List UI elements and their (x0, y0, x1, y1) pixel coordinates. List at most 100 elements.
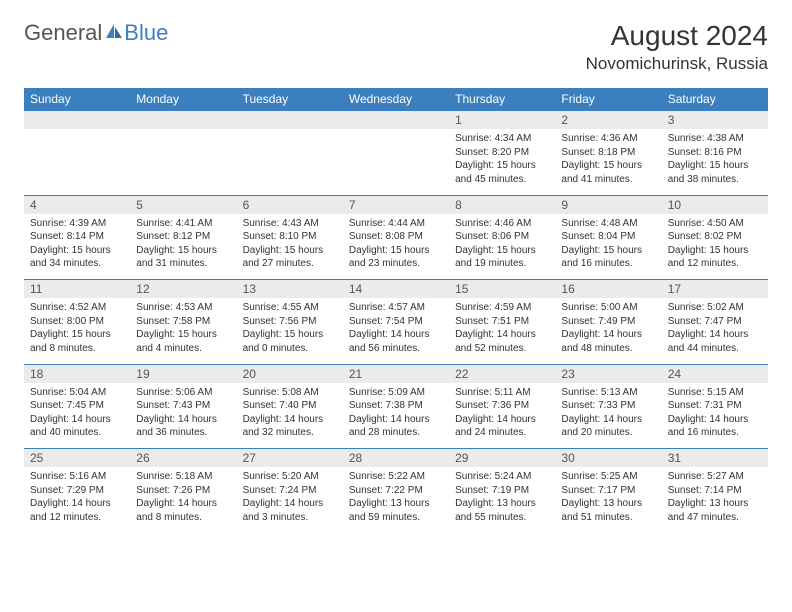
dow-sunday: Sunday (24, 88, 130, 111)
sunrise-text: Sunrise: 4:41 AM (136, 217, 230, 231)
sunrise-text: Sunrise: 5:02 AM (668, 301, 762, 315)
sunset-text: Sunset: 8:16 PM (668, 146, 762, 160)
sunset-text: Sunset: 7:17 PM (561, 484, 655, 498)
daylight-text: Daylight: 14 hours (668, 413, 762, 427)
daylight-text: and 20 minutes. (561, 426, 655, 440)
sunset-text: Sunset: 8:00 PM (30, 315, 124, 329)
day-number: 21 (343, 364, 449, 383)
sunrise-text: Sunrise: 4:44 AM (349, 217, 443, 231)
sunrise-text: Sunrise: 5:27 AM (668, 470, 762, 484)
daylight-text: Daylight: 13 hours (455, 497, 549, 511)
daynum-row: 11121314151617 (24, 280, 768, 299)
sunrise-text: Sunrise: 4:57 AM (349, 301, 443, 315)
sunrise-text: Sunrise: 5:22 AM (349, 470, 443, 484)
day-cell: Sunrise: 4:59 AMSunset: 7:51 PMDaylight:… (449, 298, 555, 364)
day-number: 10 (662, 195, 768, 214)
day-number (237, 111, 343, 130)
daylight-text: and 12 minutes. (668, 257, 762, 271)
day-cell: Sunrise: 5:13 AMSunset: 7:33 PMDaylight:… (555, 383, 661, 449)
sunrise-text: Sunrise: 5:09 AM (349, 386, 443, 400)
day-cell: Sunrise: 5:08 AMSunset: 7:40 PMDaylight:… (237, 383, 343, 449)
dow-monday: Monday (130, 88, 236, 111)
day-number: 1 (449, 111, 555, 130)
daylight-text: Daylight: 14 hours (349, 413, 443, 427)
daylight-text: and 24 minutes. (455, 426, 549, 440)
daynum-row: 123 (24, 111, 768, 130)
daylight-text: Daylight: 15 hours (668, 244, 762, 258)
dow-row: Sunday Monday Tuesday Wednesday Thursday… (24, 88, 768, 111)
brand-part1: General (24, 20, 102, 46)
daylight-text: Daylight: 15 hours (455, 159, 549, 173)
sunset-text: Sunset: 8:12 PM (136, 230, 230, 244)
day-cell (343, 129, 449, 195)
sunrise-text: Sunrise: 4:55 AM (243, 301, 337, 315)
daylight-text: Daylight: 14 hours (455, 328, 549, 342)
sunset-text: Sunset: 8:14 PM (30, 230, 124, 244)
sunset-text: Sunset: 7:31 PM (668, 399, 762, 413)
daylight-text: Daylight: 14 hours (243, 413, 337, 427)
sunset-text: Sunset: 7:54 PM (349, 315, 443, 329)
day-cell: Sunrise: 4:43 AMSunset: 8:10 PMDaylight:… (237, 214, 343, 280)
day-number (24, 111, 130, 130)
day-cell (130, 129, 236, 195)
day-cell: Sunrise: 4:53 AMSunset: 7:58 PMDaylight:… (130, 298, 236, 364)
daylight-text: and 52 minutes. (455, 342, 549, 356)
sunrise-text: Sunrise: 4:34 AM (455, 132, 549, 146)
day-cell: Sunrise: 5:16 AMSunset: 7:29 PMDaylight:… (24, 467, 130, 533)
day-cell: Sunrise: 5:20 AMSunset: 7:24 PMDaylight:… (237, 467, 343, 533)
sunrise-text: Sunrise: 5:25 AM (561, 470, 655, 484)
daylight-text: and 16 minutes. (668, 426, 762, 440)
day-cell: Sunrise: 5:25 AMSunset: 7:17 PMDaylight:… (555, 467, 661, 533)
daynum-row: 25262728293031 (24, 449, 768, 468)
calendar-table: Sunday Monday Tuesday Wednesday Thursday… (24, 88, 768, 533)
daylight-text: Daylight: 14 hours (30, 497, 124, 511)
sunset-text: Sunset: 8:02 PM (668, 230, 762, 244)
daylight-text: Daylight: 14 hours (243, 497, 337, 511)
daylight-text: Daylight: 15 hours (136, 328, 230, 342)
daylight-text: and 31 minutes. (136, 257, 230, 271)
sunset-text: Sunset: 7:51 PM (455, 315, 549, 329)
sunrise-text: Sunrise: 5:04 AM (30, 386, 124, 400)
daylight-text: and 8 minutes. (136, 511, 230, 525)
sunset-text: Sunset: 8:18 PM (561, 146, 655, 160)
day-number (130, 111, 236, 130)
location: Novomichurinsk, Russia (586, 54, 768, 74)
daylight-text: and 51 minutes. (561, 511, 655, 525)
sunset-text: Sunset: 8:06 PM (455, 230, 549, 244)
day-cell: Sunrise: 4:57 AMSunset: 7:54 PMDaylight:… (343, 298, 449, 364)
sunrise-text: Sunrise: 4:59 AM (455, 301, 549, 315)
sunrise-text: Sunrise: 4:39 AM (30, 217, 124, 231)
sunset-text: Sunset: 8:20 PM (455, 146, 549, 160)
sunset-text: Sunset: 7:24 PM (243, 484, 337, 498)
sunset-text: Sunset: 7:22 PM (349, 484, 443, 498)
daylight-text: Daylight: 15 hours (243, 244, 337, 258)
day-cell: Sunrise: 5:06 AMSunset: 7:43 PMDaylight:… (130, 383, 236, 449)
daylight-text: Daylight: 13 hours (668, 497, 762, 511)
day-number: 19 (130, 364, 236, 383)
day-cell: Sunrise: 5:02 AMSunset: 7:47 PMDaylight:… (662, 298, 768, 364)
week-row: Sunrise: 5:04 AMSunset: 7:45 PMDaylight:… (24, 383, 768, 449)
day-number: 11 (24, 280, 130, 299)
day-cell: Sunrise: 5:18 AMSunset: 7:26 PMDaylight:… (130, 467, 236, 533)
daylight-text: Daylight: 15 hours (668, 159, 762, 173)
brand-logo: General Blue (24, 20, 168, 46)
title-block: August 2024 Novomichurinsk, Russia (586, 20, 768, 74)
daylight-text: and 0 minutes. (243, 342, 337, 356)
daylight-text: Daylight: 15 hours (243, 328, 337, 342)
sunset-text: Sunset: 7:43 PM (136, 399, 230, 413)
dow-saturday: Saturday (662, 88, 768, 111)
day-number: 13 (237, 280, 343, 299)
daynum-row: 45678910 (24, 195, 768, 214)
daylight-text: Daylight: 13 hours (349, 497, 443, 511)
daylight-text: and 44 minutes. (668, 342, 762, 356)
dow-thursday: Thursday (449, 88, 555, 111)
week-row: Sunrise: 4:39 AMSunset: 8:14 PM Daylight:… (24, 214, 768, 280)
day-number: 18 (24, 364, 130, 383)
day-number: 14 (343, 280, 449, 299)
daylight-text: Daylight: 14 hours (136, 497, 230, 511)
day-number: 25 (24, 449, 130, 468)
daylight-text: Daylight: 14 hours (349, 328, 443, 342)
day-cell: Sunrise: 5:00 AMSunset: 7:49 PMDaylight:… (555, 298, 661, 364)
sunset-text: Sunset: 7:40 PM (243, 399, 337, 413)
day-number: 23 (555, 364, 661, 383)
